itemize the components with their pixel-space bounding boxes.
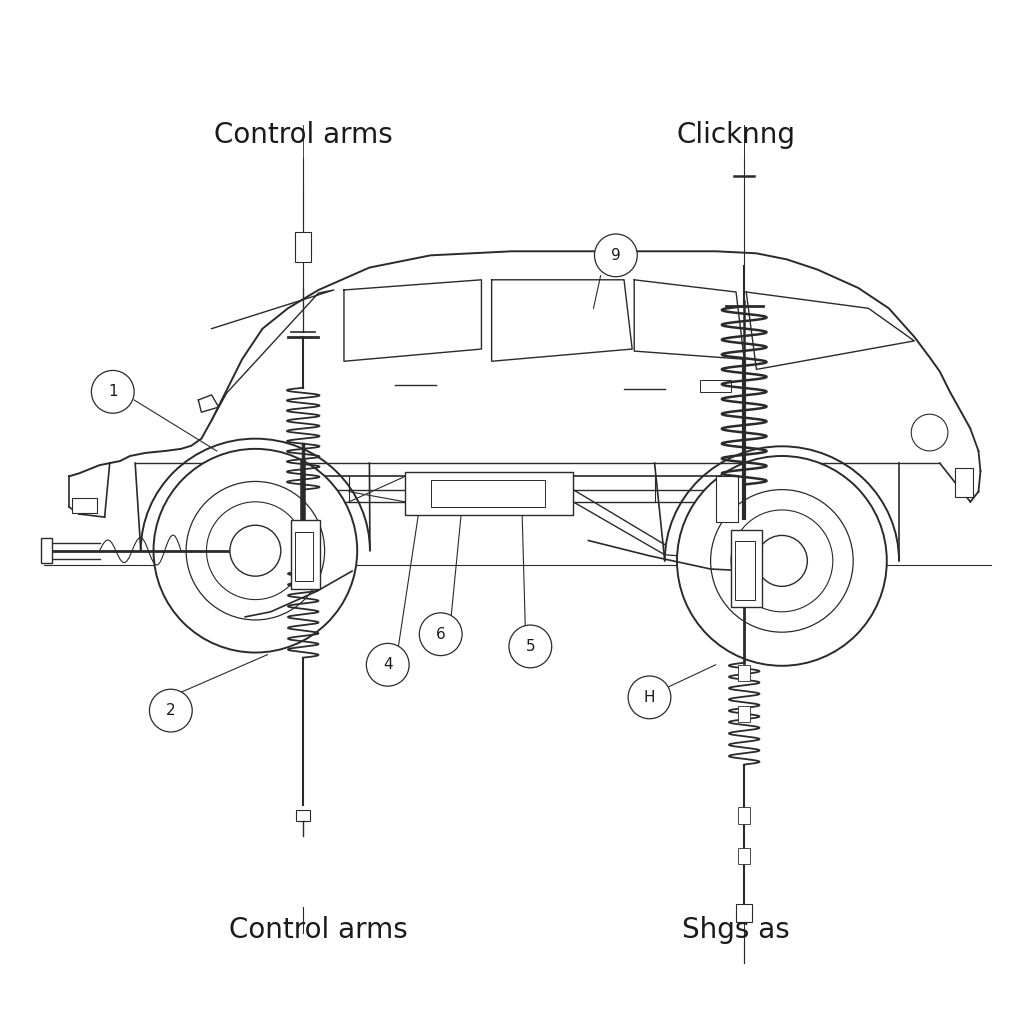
- Text: 6: 6: [436, 627, 445, 642]
- FancyBboxPatch shape: [295, 231, 311, 262]
- FancyBboxPatch shape: [738, 665, 751, 681]
- Circle shape: [367, 643, 410, 686]
- FancyBboxPatch shape: [291, 520, 319, 590]
- Circle shape: [711, 489, 853, 632]
- FancyBboxPatch shape: [736, 904, 753, 923]
- Circle shape: [595, 233, 637, 276]
- Circle shape: [509, 625, 552, 668]
- Text: 9: 9: [611, 248, 621, 263]
- Circle shape: [677, 456, 887, 666]
- FancyBboxPatch shape: [296, 810, 310, 820]
- Circle shape: [911, 415, 948, 451]
- Text: 4: 4: [383, 657, 392, 673]
- FancyBboxPatch shape: [731, 530, 762, 606]
- FancyBboxPatch shape: [716, 476, 738, 522]
- Circle shape: [419, 612, 462, 655]
- FancyBboxPatch shape: [700, 380, 731, 392]
- Circle shape: [230, 525, 281, 577]
- Text: Shgs as: Shgs as: [682, 915, 790, 943]
- FancyBboxPatch shape: [42, 539, 51, 563]
- FancyBboxPatch shape: [72, 498, 97, 513]
- Text: H: H: [644, 690, 655, 705]
- Text: Control arms: Control arms: [214, 121, 392, 150]
- FancyBboxPatch shape: [955, 468, 974, 497]
- Circle shape: [186, 481, 325, 620]
- FancyBboxPatch shape: [738, 807, 751, 823]
- Circle shape: [91, 371, 134, 414]
- Text: 1: 1: [108, 384, 118, 399]
- Circle shape: [628, 676, 671, 719]
- Text: Clicknng: Clicknng: [677, 121, 796, 150]
- FancyBboxPatch shape: [430, 480, 545, 507]
- Text: 2: 2: [166, 703, 176, 718]
- FancyBboxPatch shape: [738, 706, 751, 722]
- FancyBboxPatch shape: [735, 541, 756, 600]
- FancyBboxPatch shape: [406, 472, 573, 515]
- Circle shape: [757, 536, 807, 587]
- Text: Control arms: Control arms: [229, 915, 408, 943]
- Circle shape: [150, 689, 193, 732]
- Text: 5: 5: [525, 639, 536, 654]
- Circle shape: [154, 449, 357, 652]
- FancyBboxPatch shape: [295, 532, 313, 582]
- FancyBboxPatch shape: [738, 848, 751, 864]
